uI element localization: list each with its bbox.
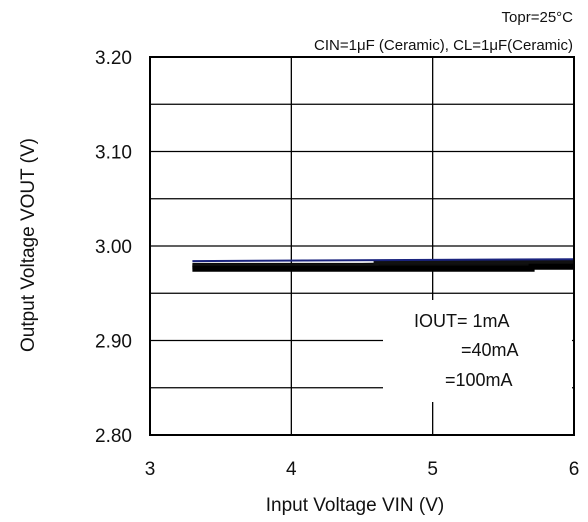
y-axis-label: Output Voltage VOUT (V)	[18, 138, 39, 352]
series-line-3	[192, 258, 575, 263]
x-tick-label: 3	[145, 459, 156, 480]
grid	[150, 57, 574, 435]
y-ticks: 2.80 2.90 3.00 3.10 3.20	[95, 48, 132, 447]
legend-background	[383, 300, 572, 402]
legend-entry: IOUT= 1mA	[414, 311, 510, 331]
y-tick-label: 3.20	[95, 48, 132, 69]
series-group	[192, 258, 575, 272]
legend-entry: =100mA	[445, 370, 513, 390]
plot-frame	[149, 56, 575, 436]
y-tick-label: 2.90	[95, 332, 132, 353]
y-tick-label: 3.10	[95, 143, 132, 164]
x-axis-label: Input Voltage VIN (V)	[266, 495, 445, 516]
series-line-2	[192, 263, 574, 272]
x-tick-label: 4	[286, 459, 297, 480]
x-tick-label: 5	[427, 459, 438, 480]
temperature-note: Topr=25°C	[502, 9, 574, 26]
x-tick-label: 6	[569, 459, 580, 480]
capacitor-note: CIN=1μF (Ceramic), CL=1μF(Ceramic)	[314, 37, 573, 54]
x-ticks: 3 4 5 6	[145, 459, 580, 480]
legend-entry: =40mA	[461, 340, 519, 360]
y-tick-label: 3.00	[95, 237, 132, 258]
y-tick-label: 2.80	[95, 426, 132, 447]
legend: IOUT= 1mA =40mA =100mA	[414, 311, 519, 390]
